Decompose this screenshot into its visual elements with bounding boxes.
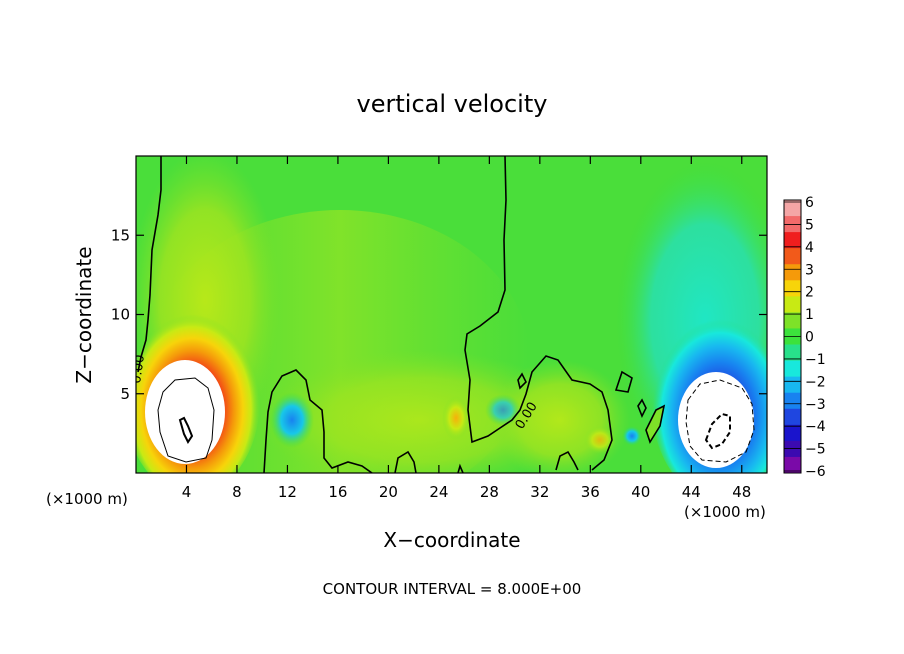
x-tick-label: 40: [631, 483, 650, 501]
contour-label-left: 0.00: [129, 354, 148, 385]
colorbar-tick-label: 1: [805, 307, 814, 323]
x-tick-label: 28: [480, 483, 499, 501]
colorbar-swatch: [784, 232, 801, 249]
colorbar-swatch: [784, 312, 801, 329]
colorbar-swatch: [784, 360, 801, 378]
zero-contour-small-2: [555, 450, 579, 471]
contour-cell-right-2: [645, 404, 666, 444]
contour-interval-note: CONTOUR INTERVAL = 8.000E+00: [323, 580, 582, 598]
contour-downdraft-outer: [685, 379, 755, 463]
colorbar-swatch: [784, 440, 801, 458]
colorbar-tick-label: 2: [805, 285, 814, 301]
colorbar: 6 5 4 3 2 1 0 −1 −2 −3 −4 −5 −6: [783, 195, 826, 480]
weak-updraft-cell-2: [584, 426, 616, 454]
x-tick-label: 16: [328, 483, 347, 501]
weak-downdraft-cell: [270, 392, 314, 448]
zero-contour-right: [614, 370, 633, 393]
colorbar-tick-label: −2: [805, 374, 826, 390]
y-tick-label: 10: [111, 306, 130, 324]
x-tick-label: 8: [232, 483, 242, 501]
colorbar-swatch: [784, 344, 801, 361]
updraft-saturated-core: [145, 360, 225, 464]
colorbar-tick-label: −6: [805, 464, 826, 480]
contour-updraft-outer: [157, 377, 215, 463]
zero-contour-left: [137, 156, 162, 373]
colorbar-swatch: [784, 424, 801, 442]
colorbar-swatch: [784, 296, 801, 313]
colorbar-tick-label: −3: [805, 397, 826, 413]
contour-cell-small: [517, 372, 527, 390]
colorbar-swatch: [784, 264, 801, 281]
colorbar-swatch: [784, 280, 801, 297]
colorbar-tick-label: 5: [805, 217, 814, 233]
x-tick-label: 36: [581, 483, 600, 501]
colorbar-swatch: [784, 392, 801, 410]
y-axis: 5 10 15: [111, 226, 767, 403]
x-axis-title: X−coordinate: [383, 528, 520, 552]
colorbar-tick-label: 4: [805, 240, 814, 256]
weak-updraft-cell: [442, 396, 470, 440]
colorbar-swatch: [784, 408, 801, 426]
chart-title: vertical velocity: [357, 90, 548, 118]
x-tick-label: 20: [379, 483, 398, 501]
contour-lines: [137, 156, 755, 473]
zero-contour-near-zero-label: [457, 463, 464, 473]
colorbar-tick-label: 3: [805, 262, 814, 278]
colorbar-swatch: [784, 200, 801, 217]
colorbar-swatch: [784, 376, 801, 394]
colorbar-swatch: [784, 456, 801, 474]
plot-field: 0.00 0.00: [129, 156, 767, 473]
x-tick-label: 12: [278, 483, 297, 501]
weak-downdraft-cell-3: [622, 426, 642, 446]
x-tick-label: 4: [182, 483, 192, 501]
downdraft-saturated-core: [678, 372, 754, 468]
x-tick-label: 32: [530, 483, 549, 501]
colorbar-swatch: [784, 248, 801, 265]
zero-contour-small-1: [394, 450, 417, 473]
colorbar-tick-label: −5: [805, 442, 826, 458]
x-tick-label: 44: [682, 483, 701, 501]
zero-contour-bump: [263, 369, 373, 473]
contour-downdraft-inner: [704, 412, 731, 450]
contour-cell-right-1: [637, 398, 647, 418]
zero-contour-center: [464, 156, 613, 471]
x-unit-left: (×1000 m): [46, 490, 128, 508]
colorbar-tick-label: −4: [805, 419, 826, 435]
x-tick-label: 24: [429, 483, 448, 501]
weak-downdraft-cell-2: [485, 394, 521, 426]
colorbar-tick-label: 6: [805, 195, 814, 211]
x-axis: 4 8 12 16 20 24 28 32 36 40 44 48: [182, 156, 751, 501]
colorbar-tick-label: −1: [805, 352, 826, 368]
y-tick-label: 5: [120, 385, 130, 403]
colorbar-tick-label: 0: [805, 330, 814, 346]
x-tick-label: 48: [732, 483, 751, 501]
y-tick-label: 15: [111, 226, 130, 244]
y-axis-title: Z−coordinate: [72, 246, 96, 383]
x-unit-right: (×1000 m): [684, 503, 766, 521]
contour-updraft-inner: [178, 416, 194, 444]
